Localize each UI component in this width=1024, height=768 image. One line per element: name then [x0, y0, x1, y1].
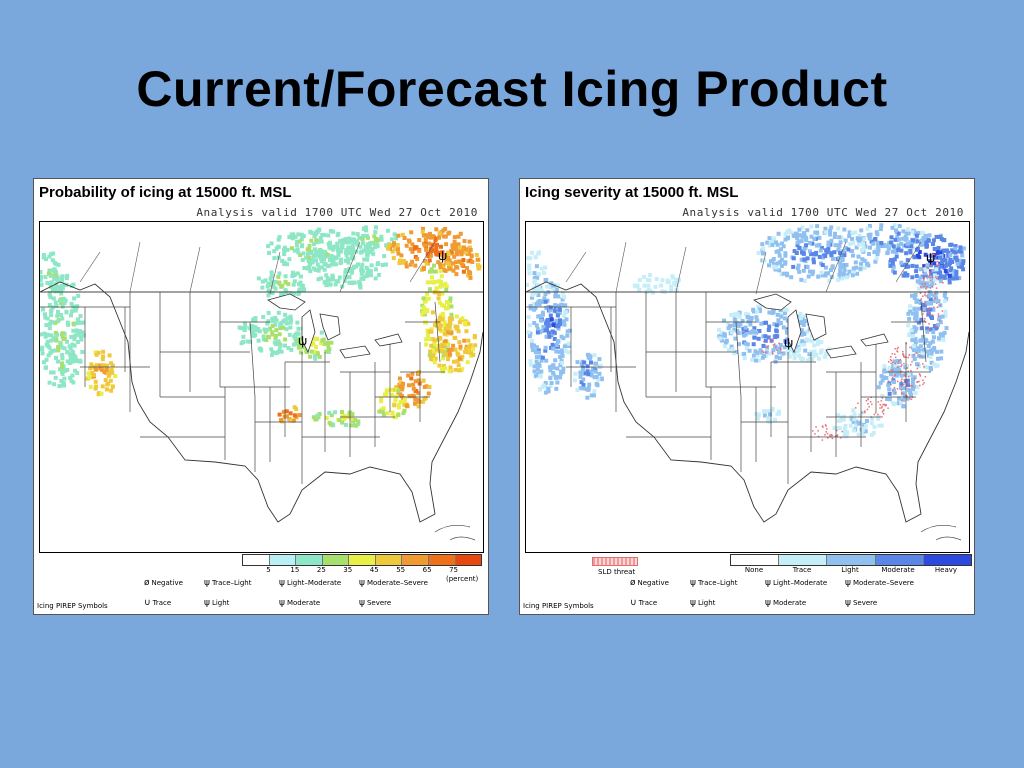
slide-title: Current/Forecast Icing Product [136, 61, 888, 117]
pirep-symbol-icon: ψ [359, 578, 365, 588]
legend-swatch [375, 555, 403, 565]
pirep-symbol-icon: ∪ [630, 598, 637, 608]
legend-swatch [402, 555, 429, 565]
legend-tick-label: 5 [266, 566, 271, 574]
pirep-label: Trace [152, 599, 172, 607]
pirep-label: Trace–Light [211, 579, 252, 587]
pirep-label: Light [697, 599, 716, 607]
legend-tick-label: 45 [369, 566, 379, 574]
pirep-item: ψ Light [204, 598, 229, 608]
pirep-item: ψ Light [690, 598, 715, 608]
pirep-symbol-icon: ψ [765, 578, 771, 588]
pirep-item: ψ Moderate–Severe [359, 578, 428, 588]
severity-panel: Icing severity at 15000 ft. MSL Analysis… [519, 178, 975, 615]
legend-tick-label: None [744, 566, 764, 574]
pirep-label: Light [211, 599, 230, 607]
pirep-item: ∪ Trace [144, 598, 171, 608]
probability-color-legend [242, 554, 482, 566]
pirep-symbol-icon: ψ [279, 598, 285, 608]
pirep-item: ψ Light–Moderate [279, 578, 341, 588]
pirep-label: Negative [151, 579, 183, 587]
pirep-symbol-icon: ø [630, 578, 636, 588]
legend-tick-label: Light [841, 566, 859, 574]
probability-panel: Probability of icing at 15000 ft. MSL An… [33, 178, 489, 615]
analysis-valid-time: Analysis valid 1700 UTC Wed 27 Oct 2010 [682, 206, 964, 219]
analysis-valid-time: Analysis valid 1700 UTC Wed 27 Oct 2010 [196, 206, 478, 219]
legend-swatch [269, 555, 297, 565]
legend-swatch [779, 555, 828, 565]
pirep-symbol-icon: ψ [359, 598, 365, 608]
legend-tick-label: Trace [792, 566, 812, 574]
legend-swatch [322, 555, 350, 565]
panel-title: Probability of icing at 15000 ft. MSL [39, 184, 292, 201]
icing-field [40, 225, 482, 428]
legend-tick-label: 25 [316, 566, 326, 574]
pirep-symbol-icon: ψ [690, 578, 696, 588]
legend-swatch [428, 555, 456, 565]
pirep-item: ψ Trace–Light [204, 578, 251, 588]
legend-tick-label: 55 [396, 566, 406, 574]
pirep-item: ψ Light–Moderate [765, 578, 827, 588]
legend-tick-label: Moderate [881, 566, 915, 574]
pirep-item: ψ Moderate–Severe [845, 578, 914, 588]
legend-swatch [243, 555, 270, 565]
legend-tick-label: 35 [343, 566, 353, 574]
legend-swatch [923, 555, 972, 565]
pirep-label: Trace–Light [697, 579, 738, 587]
pirep-symbol-icon: ∪ [144, 598, 151, 608]
severity-color-legend [730, 554, 972, 566]
pirep-item: ∪ Trace [630, 598, 657, 608]
pirep-symbol-icon: ψ [438, 248, 447, 263]
legend-tick-label: 75 [449, 566, 459, 574]
legend-swatch [455, 555, 482, 565]
pirep-heading: Icing PIREP Symbols [37, 602, 108, 610]
sld-threat-label: SLD threat [598, 568, 636, 576]
pirep-item: ø Negative [144, 578, 183, 588]
legend-swatch [827, 555, 876, 565]
pirep-symbol-icon: ψ [926, 250, 935, 265]
pirep-symbol-icon: ψ [690, 598, 696, 608]
pirep-heading: Icing PIREP Symbols [523, 602, 594, 610]
pirep-item: ψ Severe [845, 598, 877, 608]
pirep-item: ψ Moderate [279, 598, 320, 608]
pirep-symbol-icon: ψ [204, 578, 210, 588]
legend-tick-label: 15 [290, 566, 300, 574]
pirep-symbol-icon: ø [144, 578, 150, 588]
pirep-symbol-icon: ψ [845, 578, 851, 588]
pirep-label: Negative [637, 579, 669, 587]
legend-tick-label: Heavy [934, 566, 958, 574]
pirep-item: ψ Trace–Light [690, 578, 737, 588]
pirep-label: Severe [852, 599, 878, 607]
sld-threat-swatch [592, 557, 638, 566]
pirep-symbol-icon: ψ [279, 578, 285, 588]
pirep-item: ø Negative [630, 578, 669, 588]
legend-swatch [875, 555, 924, 565]
map-boundaries [526, 241, 969, 541]
pirep-label: Light–Moderate [772, 579, 828, 587]
pirep-label: Severe [366, 599, 392, 607]
map-boundaries [40, 241, 483, 541]
pirep-symbol-icon: ψ [765, 598, 771, 608]
pirep-symbol-icon: ψ [204, 598, 210, 608]
legend-swatch [731, 555, 780, 565]
pirep-item: ψ Severe [359, 598, 391, 608]
legend-swatch [296, 555, 323, 565]
legend-swatch [349, 555, 376, 565]
icing-field [526, 223, 966, 439]
legend-tick-label: 65 [422, 566, 432, 574]
legend-unit: (percent) [446, 575, 479, 583]
pirep-symbol-icon: ψ [298, 333, 307, 348]
pirep-item: ψ Moderate [765, 598, 806, 608]
pirep-label: Moderate [772, 599, 807, 607]
panel-title: Icing severity at 15000 ft. MSL [525, 184, 739, 201]
pirep-label: Moderate–Severe [852, 579, 914, 587]
pirep-symbol-icon: ψ [845, 598, 851, 608]
pirep-label: Trace [638, 599, 658, 607]
pirep-label: Light–Moderate [286, 579, 342, 587]
pirep-label: Moderate [286, 599, 321, 607]
pirep-label: Moderate–Severe [366, 579, 428, 587]
pirep-symbol-icon: ψ [784, 335, 793, 350]
